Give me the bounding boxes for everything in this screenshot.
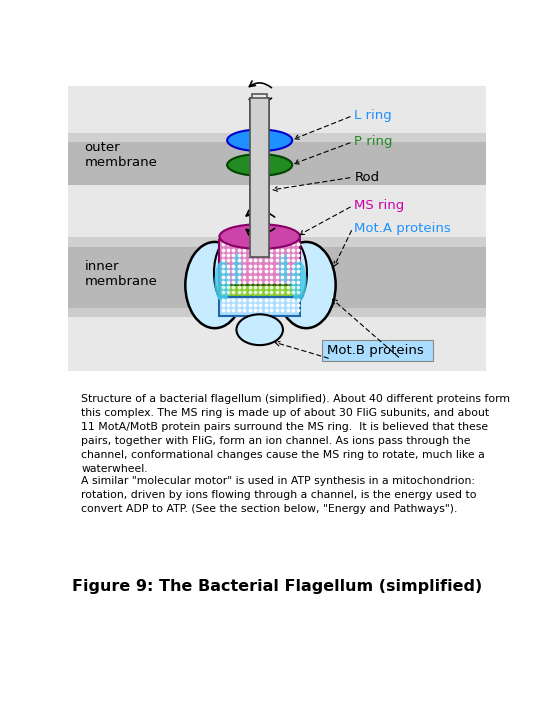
Text: Structure of a bacterial flagellum (simplified). About 40 different proteins for: Structure of a bacterial flagellum (simp… (82, 395, 510, 474)
Ellipse shape (249, 162, 270, 168)
Ellipse shape (291, 261, 307, 302)
Ellipse shape (227, 130, 292, 151)
FancyBboxPatch shape (252, 94, 267, 113)
Polygon shape (68, 308, 486, 318)
FancyBboxPatch shape (251, 98, 269, 257)
FancyBboxPatch shape (322, 341, 433, 361)
Ellipse shape (227, 154, 292, 176)
Ellipse shape (219, 224, 300, 249)
FancyBboxPatch shape (219, 297, 300, 316)
Polygon shape (68, 132, 486, 185)
FancyBboxPatch shape (219, 285, 300, 297)
Polygon shape (68, 238, 486, 318)
Polygon shape (68, 132, 486, 142)
Ellipse shape (214, 238, 251, 308)
Ellipse shape (279, 253, 288, 285)
Text: A similar "molecular motor" is used in ATP synthesis in a mitochondrion:
rotatio: A similar "molecular motor" is used in A… (82, 476, 477, 514)
Text: L ring: L ring (354, 109, 392, 122)
Text: P ring: P ring (354, 135, 393, 148)
Ellipse shape (249, 138, 270, 143)
Ellipse shape (277, 242, 336, 328)
Text: Mot.A proteins: Mot.A proteins (354, 222, 451, 235)
Ellipse shape (185, 242, 244, 328)
Text: Mot.B proteins: Mot.B proteins (327, 344, 424, 357)
FancyBboxPatch shape (251, 98, 269, 257)
FancyBboxPatch shape (68, 86, 486, 372)
FancyBboxPatch shape (219, 240, 300, 285)
Ellipse shape (270, 238, 307, 308)
Ellipse shape (214, 261, 231, 302)
Ellipse shape (237, 315, 283, 345)
Text: inner
membrane: inner membrane (85, 259, 158, 287)
Text: MS ring: MS ring (354, 199, 404, 212)
Text: Rod: Rod (354, 171, 380, 184)
Ellipse shape (233, 253, 242, 285)
Polygon shape (68, 238, 486, 246)
Text: outer
membrane: outer membrane (85, 141, 158, 169)
Text: Figure 9: The Bacterial Flagellum (simplified): Figure 9: The Bacterial Flagellum (simpl… (72, 580, 482, 595)
